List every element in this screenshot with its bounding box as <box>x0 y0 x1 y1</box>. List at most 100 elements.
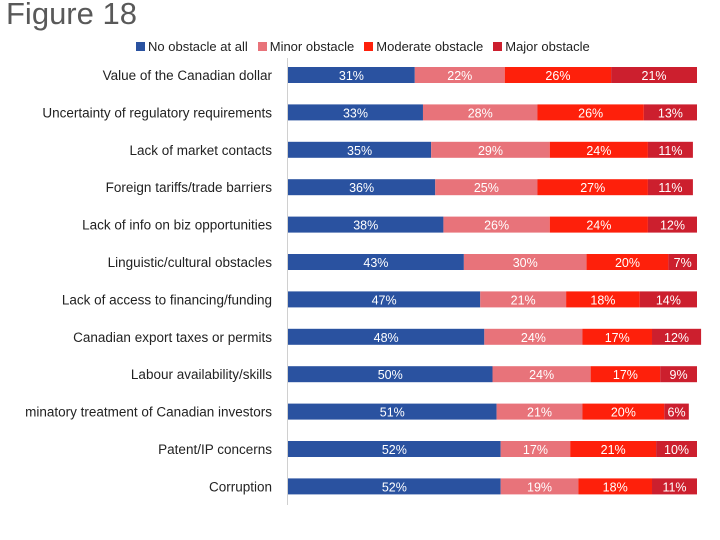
category-label: Lack of info on biz opportunities <box>82 218 272 233</box>
data-label: 6% <box>668 406 686 420</box>
category-label: Linguistic/cultural obstacles <box>108 255 273 270</box>
data-label: 26% <box>578 106 603 120</box>
bar-segment <box>586 254 669 270</box>
category-label: Foreign tariffs/trade barriers <box>106 180 273 195</box>
bar-segment <box>566 291 640 308</box>
data-label: 17% <box>605 331 630 345</box>
data-label: 27% <box>580 181 605 195</box>
bar-segment <box>288 254 464 270</box>
legend-label: No obstacle at all <box>148 39 248 54</box>
data-label: 29% <box>478 144 503 158</box>
bar-segment <box>484 328 583 345</box>
bar-segment <box>647 141 693 158</box>
bar-segment <box>582 403 665 420</box>
category-label: Value of the Canadian dollar <box>103 68 273 83</box>
bar-segment <box>288 328 485 345</box>
bar-segment <box>549 216 648 233</box>
bar-segment <box>288 366 493 383</box>
data-label: 21% <box>527 406 552 420</box>
bar-segment <box>664 403 689 420</box>
data-label: 50% <box>378 368 403 382</box>
bar-segment <box>443 216 550 233</box>
bar-segment <box>639 291 697 308</box>
bar-segment <box>288 403 497 420</box>
bar-segment <box>504 67 612 83</box>
data-label: 11% <box>662 480 686 494</box>
bar-segment <box>492 366 591 383</box>
category-label: Uncertainty of regulatory requirements <box>42 105 272 120</box>
bar-segment <box>500 441 571 457</box>
category-label: minatory treatment of Canadian investors <box>25 405 272 420</box>
legend-label: Major obstacle <box>505 39 590 54</box>
data-label: 20% <box>611 406 636 420</box>
bar-segment <box>652 328 702 345</box>
data-label: 38% <box>353 219 378 233</box>
legend-label: Moderate obstacle <box>376 39 484 54</box>
data-label: 33% <box>343 106 368 120</box>
data-label: 24% <box>586 144 611 158</box>
data-label: 11% <box>658 144 682 158</box>
data-label: 28% <box>468 106 493 120</box>
legend-item: Major obstacle <box>493 39 590 54</box>
data-label: 17% <box>523 443 548 457</box>
bar-segment <box>480 291 567 308</box>
data-label: 25% <box>474 181 499 195</box>
legend-label: Minor obstacle <box>269 39 355 54</box>
data-label: 24% <box>586 219 611 233</box>
bar-segment <box>537 179 648 196</box>
data-label: 9% <box>670 368 688 382</box>
data-label: 43% <box>363 256 388 270</box>
legend-item: Moderate obstacle <box>364 39 483 54</box>
data-label: 21% <box>642 69 667 83</box>
category-label: Canadian export taxes or permits <box>73 330 272 345</box>
legend-item: No obstacle at all <box>136 39 248 54</box>
bar-segment <box>288 104 423 121</box>
data-label: 24% <box>521 331 546 345</box>
category-label: Corruption <box>209 479 272 494</box>
data-label: 51% <box>380 406 405 420</box>
data-label: 14% <box>656 293 681 307</box>
legend-item: Minor obstacle <box>257 39 355 54</box>
bar-segment <box>463 254 587 270</box>
bar-segment <box>570 441 657 457</box>
bar-segment <box>288 291 481 308</box>
bar-segment <box>414 67 505 83</box>
data-label: 10% <box>664 443 689 457</box>
legend-swatch <box>493 42 503 51</box>
data-label: 20% <box>615 256 640 270</box>
bar-segment <box>590 366 661 383</box>
data-label: 22% <box>447 69 472 83</box>
bar-segment <box>611 67 697 83</box>
data-label: 52% <box>382 480 407 494</box>
data-label: 11% <box>658 181 682 195</box>
data-label: 21% <box>601 443 626 457</box>
data-label: 21% <box>511 293 536 307</box>
legend-swatch <box>257 42 267 51</box>
bar-segment <box>660 366 697 383</box>
legend-swatch <box>136 42 145 51</box>
data-label: 24% <box>529 368 554 382</box>
legend-swatch <box>364 42 374 51</box>
data-label: 18% <box>590 293 615 307</box>
bar-segment <box>668 254 697 270</box>
data-label: 12% <box>664 331 689 345</box>
bar-segment <box>435 179 538 196</box>
data-label: 35% <box>347 144 372 158</box>
bar-segment <box>496 403 583 420</box>
data-label: 36% <box>349 181 374 195</box>
chart-title: Figure 18 <box>6 0 137 31</box>
bar-segment <box>288 216 444 233</box>
bar-segment <box>288 67 415 83</box>
data-label: 26% <box>484 219 509 233</box>
bar-segment <box>288 478 501 495</box>
bar-segment <box>549 141 648 158</box>
bar-segment <box>582 328 653 345</box>
bar-segment <box>537 104 644 121</box>
category-label: Lack of access to financing/funding <box>62 292 272 307</box>
bar-segment <box>431 141 550 158</box>
data-label: 19% <box>527 480 552 494</box>
category-label: Lack of market contacts <box>129 143 272 158</box>
bar-segment <box>578 478 653 495</box>
bar-segment <box>643 104 697 121</box>
